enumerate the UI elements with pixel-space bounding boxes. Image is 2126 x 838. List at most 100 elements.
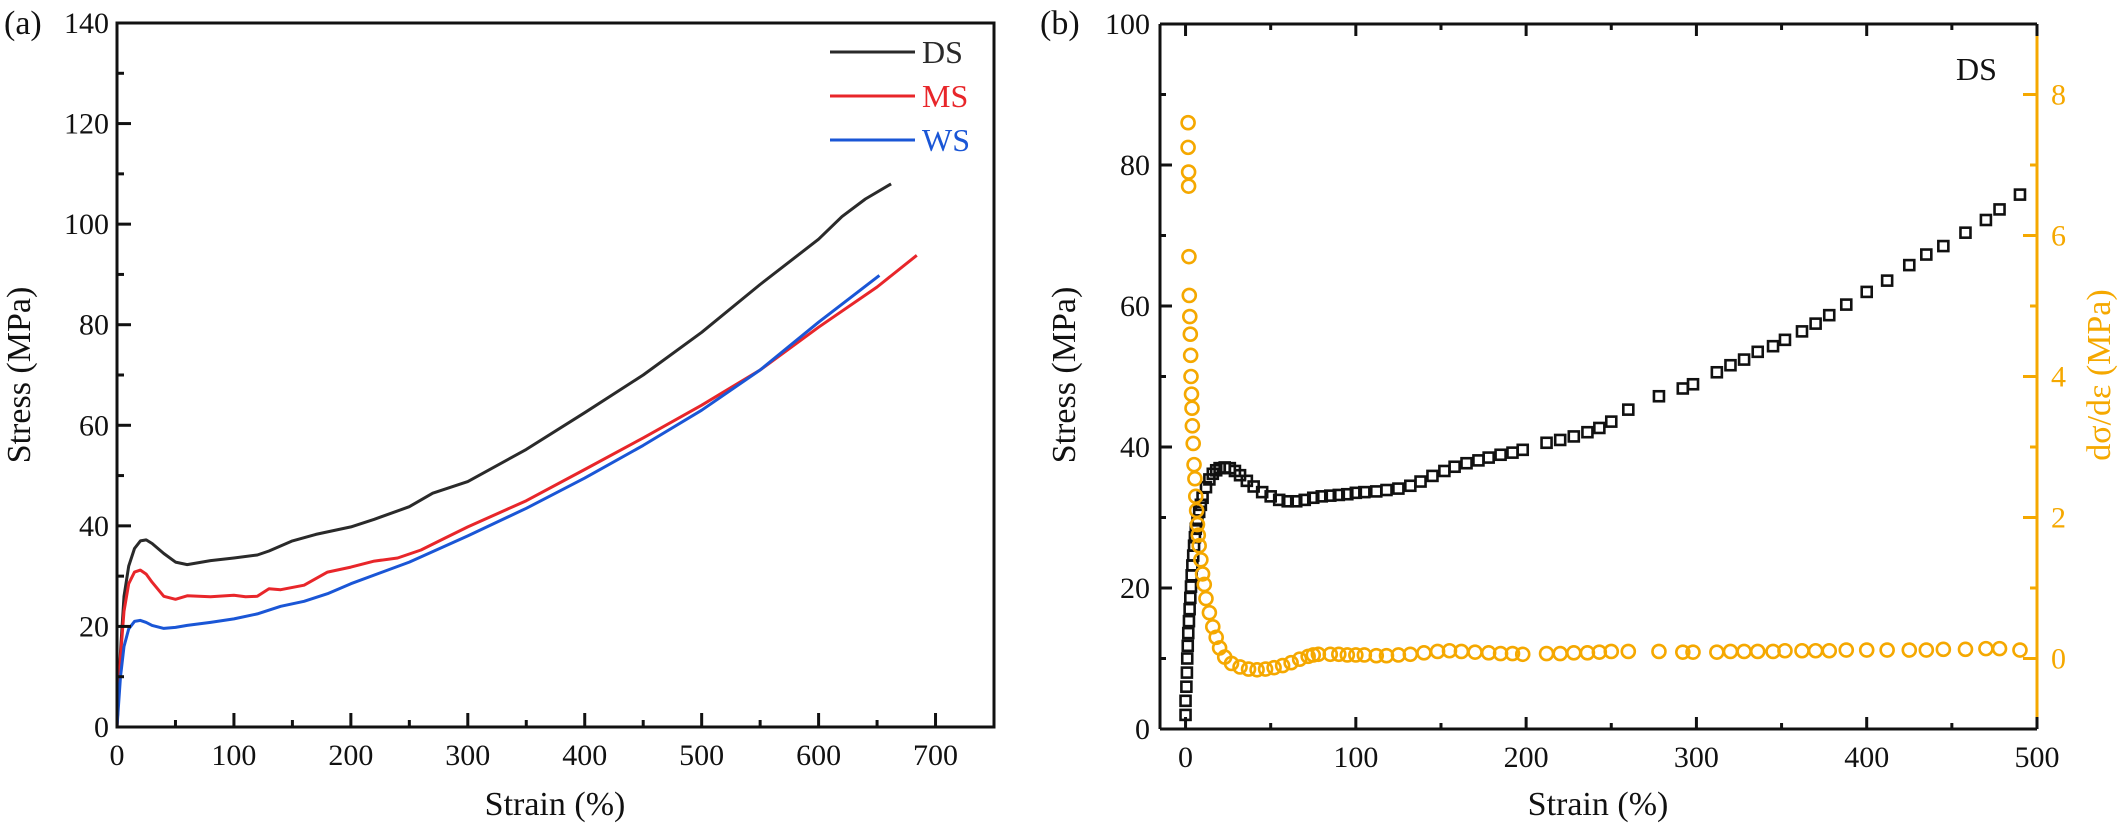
stress-point: [1181, 639, 1195, 653]
stress-point: [1494, 448, 1507, 462]
derivative-point: [1807, 642, 1824, 659]
panel-b-x-axis-title: Strain (%): [1528, 786, 1669, 823]
stress-point: [1184, 580, 1198, 593]
x-tick-label: 300: [1674, 741, 1719, 774]
y-tick-label: 0: [94, 711, 109, 744]
derivative-point: [1194, 566, 1211, 582]
y-tick-label: 40: [1120, 431, 1150, 464]
y-tick-label: 100: [64, 208, 109, 241]
derivative-point: [1190, 527, 1207, 543]
derivative-point: [1182, 308, 1198, 325]
y2-tick-label: 4: [2051, 361, 2066, 394]
derivative-point: [1821, 642, 1838, 659]
derivative-point: [1186, 456, 1202, 473]
derivative-point: [1201, 604, 1218, 621]
stress-point: [1553, 433, 1567, 447]
derivative-point: [1180, 164, 1197, 180]
stress-point: [1369, 485, 1383, 498]
legend-label-ms: MS: [922, 78, 968, 114]
derivative-point: [1514, 646, 1531, 663]
derivative-point: [1181, 287, 1198, 304]
derivative-point: [1183, 386, 1200, 402]
stress-point: [1180, 666, 1194, 679]
stress-point: [1839, 298, 1853, 311]
stress-point: [1482, 451, 1495, 464]
stress-point: [1516, 443, 1530, 457]
stress-point: [1822, 308, 1836, 322]
panel-a-y-axis-title: Stress (MPa): [1, 287, 38, 464]
derivative-point: [1603, 643, 1620, 660]
y-tick-label: 20: [1120, 572, 1150, 605]
derivative-point: [1331, 646, 1347, 663]
panel-b-y2-axis-title: dσ/dε (MPa): [2081, 289, 2118, 460]
stress-point: [1880, 274, 1894, 287]
derivative-point: [1180, 114, 1196, 131]
stress-point: [1209, 463, 1223, 477]
stress-point: [1506, 446, 1519, 459]
y-tick-label: 60: [1120, 290, 1150, 323]
derivative-point: [1918, 642, 1935, 658]
panel-a-legend: DS MS WS: [830, 34, 970, 158]
derivative-point: [1674, 644, 1691, 660]
stress-point: [1993, 203, 2006, 216]
panel-b-series: [1179, 114, 2028, 722]
derivative-point: [1182, 326, 1199, 343]
derivative-point: [1777, 642, 1793, 659]
stress-point: [1181, 626, 1195, 640]
derivative-point: [1198, 590, 1214, 607]
stress-point: [1380, 483, 1393, 497]
y2-tick-label: 6: [2051, 220, 2066, 253]
derivative-point: [1935, 641, 1952, 658]
stress-point: [1676, 382, 1690, 395]
x-tick-label: 300: [445, 739, 490, 772]
stress-point: [1724, 358, 1737, 372]
stress-point: [1593, 421, 1606, 435]
x-tick-label: 400: [1844, 741, 1889, 774]
derivative-point: [1183, 368, 1199, 385]
derivative-point: [1182, 347, 1199, 364]
stress-point: [1979, 213, 1993, 227]
derivative-point: [1794, 642, 1810, 659]
stress-point: [1581, 425, 1594, 439]
derivative-point: [1879, 642, 1895, 658]
stress-point: [1540, 436, 1553, 450]
stress-point: [1902, 258, 1916, 272]
derivative-point: [1184, 418, 1201, 434]
derivative-point: [1722, 643, 1739, 660]
derivative-point: [1181, 248, 1197, 265]
x-tick-label: 100: [1333, 741, 1378, 774]
stress-point: [1448, 460, 1461, 474]
derivative-point: [1348, 647, 1364, 663]
stress-point: [1306, 491, 1320, 505]
derivative-point: [1283, 654, 1299, 671]
derivative-point: [1620, 643, 1637, 660]
panel-a-label: (a): [4, 5, 42, 42]
stress-point: [1180, 652, 1194, 665]
stress-point: [1404, 479, 1417, 493]
derivative-point: [1504, 645, 1521, 662]
x-tick-label: 0: [110, 739, 125, 772]
derivative-point: [1552, 645, 1568, 662]
derivative-point: [1685, 644, 1701, 660]
stress-point: [1315, 490, 1329, 503]
derivative-point: [1651, 643, 1667, 660]
derivative-point: [1749, 643, 1766, 660]
derivative-point: [1232, 659, 1248, 675]
derivative-point: [1838, 642, 1855, 658]
derivative-point: [1957, 641, 1974, 658]
stress-point: [1751, 345, 1765, 359]
stress-point: [1809, 317, 1822, 330]
stress-point: [1392, 482, 1405, 495]
stress-point: [1182, 614, 1196, 628]
panel-a-x-axis-title: Strain (%): [485, 786, 626, 823]
stress-point: [1860, 285, 1874, 299]
derivative-point: [2012, 642, 2028, 658]
stress-point: [1289, 494, 1303, 508]
stress-point: [1358, 485, 1371, 499]
derivative-point: [1180, 139, 1196, 156]
x-tick-label: 400: [562, 739, 607, 772]
y-tick-label: 0: [1135, 713, 1150, 746]
stress-point: [1920, 248, 1933, 261]
derivative-point: [1189, 516, 1206, 533]
